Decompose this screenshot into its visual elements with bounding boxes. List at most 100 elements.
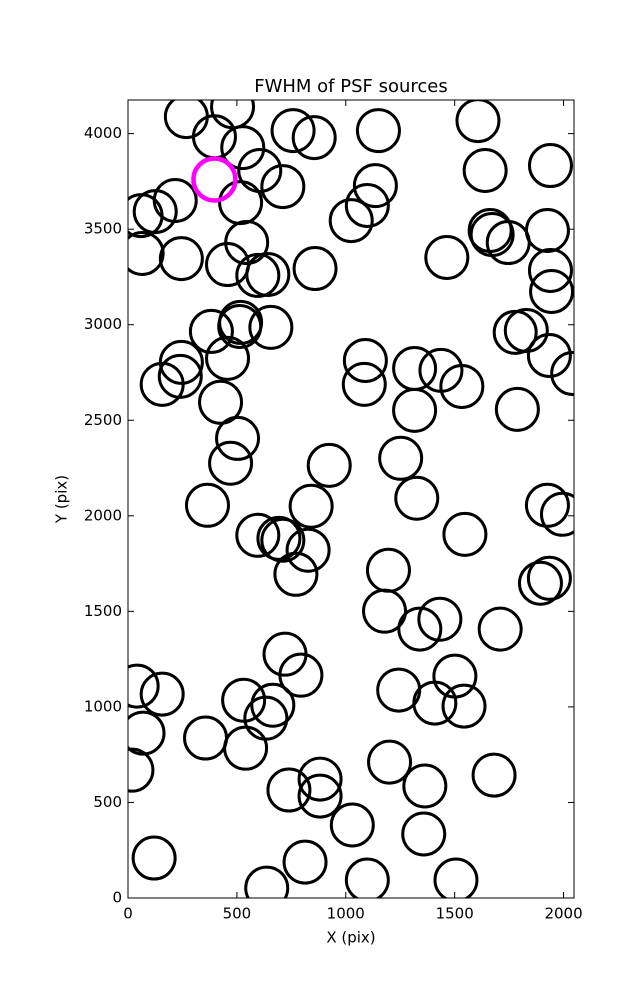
source-marker: [524, 482, 570, 528]
source-marker: [477, 606, 523, 652]
source-marker: [208, 440, 254, 486]
source-marker: [527, 143, 573, 189]
plot-area: [128, 100, 574, 898]
source-marker: [131, 835, 177, 881]
source-marker: [341, 361, 387, 407]
source-marker: [526, 555, 572, 601]
source-marker: [243, 695, 289, 741]
source-marker: [297, 773, 343, 819]
source-marker: [297, 756, 343, 802]
source-marker: [442, 511, 488, 557]
x-tick-label: 1500: [436, 905, 474, 923]
source-marker: [329, 802, 375, 848]
source-marker: [128, 230, 165, 276]
source-marker: [344, 182, 390, 228]
source-marker: [237, 148, 283, 194]
source-marker: [139, 671, 185, 717]
source-marker: [441, 683, 487, 729]
source-marker: [355, 108, 401, 154]
source-marker: [455, 100, 501, 144]
source-marker: [494, 386, 540, 432]
source-marker: [210, 100, 256, 130]
source-marker: [273, 551, 319, 597]
source-marker: [539, 491, 574, 537]
source-marker: [344, 857, 390, 898]
source-marker: [235, 512, 281, 558]
source-marker: [224, 220, 270, 266]
plot-frame: [127, 99, 575, 899]
source-marker: [291, 115, 337, 161]
source-marker: [424, 234, 470, 280]
source-marker: [412, 680, 458, 726]
y-tick-label: 3500: [84, 220, 122, 238]
source-marker: [183, 715, 229, 761]
source-marker: [365, 547, 411, 593]
y-tick-label: 0: [112, 889, 122, 907]
y-tick-label: 2500: [84, 411, 122, 429]
source-marker: [198, 379, 244, 425]
source-marker: [128, 663, 160, 709]
x-axis-label: X (pix): [326, 929, 375, 947]
source-marker: [248, 304, 294, 350]
source-marker: [184, 482, 230, 528]
y-tick-label: 500: [93, 793, 122, 811]
source-marker: [397, 606, 443, 652]
source-marker: [529, 268, 574, 314]
source-marker: [245, 251, 291, 297]
source-marker: [328, 198, 374, 244]
source-marker: [439, 363, 485, 409]
source-marker: [218, 180, 264, 226]
source-marker: [378, 435, 424, 481]
source-marker: [433, 857, 479, 898]
y-tick-label: 4000: [84, 124, 122, 142]
source-marker: [128, 193, 164, 239]
source-marker: [260, 164, 306, 210]
source-marker: [462, 148, 508, 194]
x-tick-label: 500: [223, 905, 252, 923]
source-marker: [292, 246, 338, 292]
source-marker: [220, 125, 266, 171]
source-marker: [288, 483, 334, 529]
x-tick-label: 1000: [327, 905, 365, 923]
source-marker: [223, 725, 269, 771]
y-tick-label: 1500: [84, 602, 122, 620]
y-axis-label: Y (pix): [53, 475, 71, 524]
source-marker: [191, 114, 237, 160]
source-marker: [469, 212, 515, 258]
source-marker: [402, 763, 448, 809]
source-marker: [526, 332, 572, 378]
source-marker: [367, 739, 413, 785]
source-marker: [158, 236, 204, 282]
source-marker: [278, 652, 324, 698]
source-marker: [352, 163, 398, 209]
source-marker: [270, 108, 316, 154]
source-marker: [191, 156, 238, 203]
source-marker: [285, 527, 331, 573]
source-marker: [250, 682, 296, 728]
source-marker: [205, 335, 251, 381]
source-marker: [188, 308, 234, 354]
source-marker: [362, 588, 408, 634]
y-tick-label: 3000: [84, 315, 122, 333]
source-marker: [524, 208, 570, 254]
source-marker: [163, 100, 209, 140]
y-tick-label: 1000: [84, 697, 122, 715]
source-marker: [260, 517, 306, 563]
source-marker: [503, 307, 549, 353]
x-tick-label: 2000: [544, 905, 582, 923]
x-tick-label: 0: [123, 905, 133, 923]
source-marker: [517, 560, 563, 606]
source-marker: [266, 767, 312, 813]
source-marker: [244, 865, 290, 898]
source-marker: [306, 442, 352, 488]
source-marker: [392, 387, 438, 433]
source-marker: [550, 350, 574, 396]
source-marker: [342, 337, 388, 383]
source-marker: [128, 747, 155, 793]
source-marker: [157, 353, 203, 399]
source-marker: [527, 247, 573, 293]
y-tick-label: 2000: [84, 506, 122, 524]
source-marker: [432, 653, 478, 699]
